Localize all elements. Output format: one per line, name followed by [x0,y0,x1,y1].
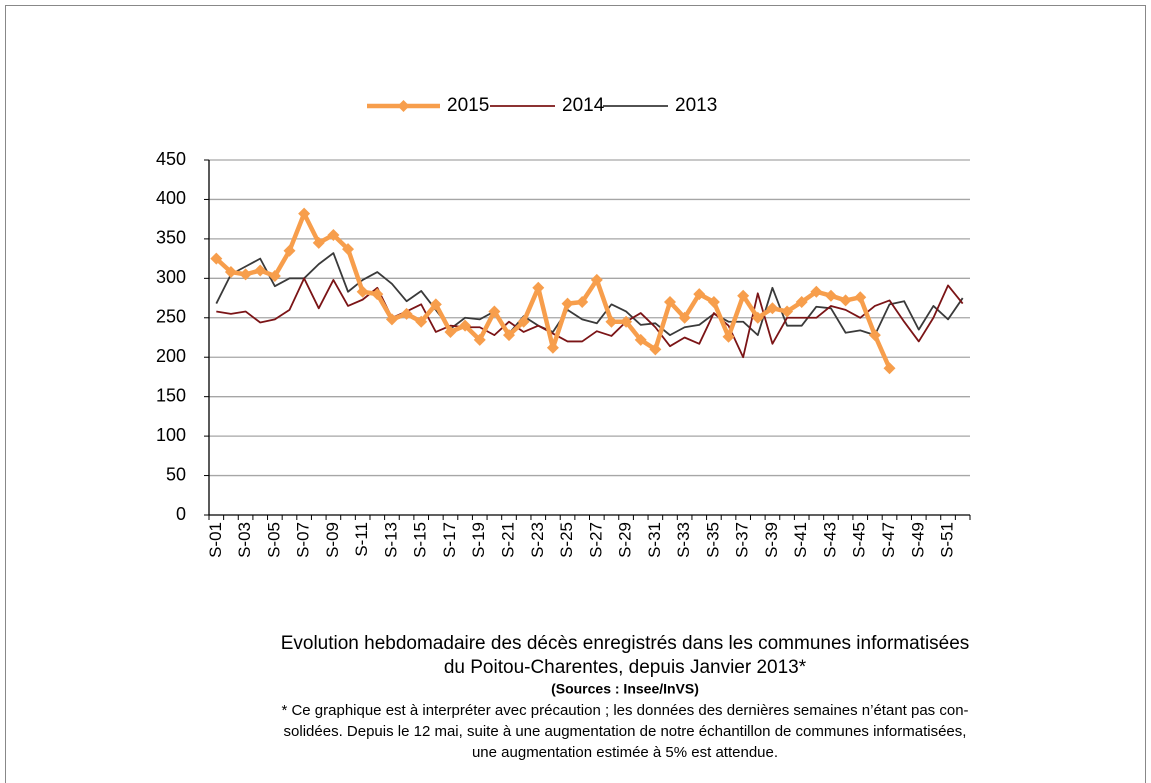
x-tick-label: S-21 [498,522,517,558]
x-tick-label: S-01 [206,522,225,558]
note: une augmentation estimée à 5% est attend… [472,744,778,761]
point-marker [298,207,311,220]
x-tick-label: S-17 [440,522,459,558]
point-marker [634,333,647,346]
series-line [215,252,964,337]
x-tick-label: S-47 [879,522,898,558]
point-marker [737,289,750,302]
point-marker [795,296,808,308]
y-tick-label: 0 [176,504,186,524]
point-marker [576,296,589,308]
point-marker [868,329,881,342]
point-marker [488,305,501,318]
y-tick-label: 350 [156,228,186,248]
legend-label: 2013 [675,95,717,116]
source: (Sources : Insee/InVS) [551,681,699,697]
x-tick-label: S-25 [557,522,576,558]
point-marker [561,297,574,310]
y-tick-label: 50 [166,464,186,484]
x-tick-label: S-05 [264,522,283,558]
y-tick-label: 150 [156,385,186,405]
x-tick-label: S-15 [411,522,430,558]
point-marker [254,264,267,277]
note: * Ce graphique est à interpréter avec pr… [281,702,968,719]
point-marker [239,268,252,281]
y-tick-label: 450 [156,149,186,169]
point-marker [385,313,398,326]
point-marker [649,343,662,356]
y-tick-label: 300 [156,267,186,287]
point-marker [678,311,691,324]
y-tick-label: 200 [156,346,186,366]
note: solidées. Depuis le 12 mai, suite à une … [284,723,967,740]
chart-title: du Poitou-Charentes, depuis Janvier 2013… [444,657,807,678]
x-tick-label: S-33 [674,522,693,558]
x-tick-label: S-45 [850,522,869,558]
point-marker [546,341,559,354]
point-marker [224,266,237,279]
x-tick-label: S-49 [908,522,927,558]
x-tick-label: S-07 [294,522,313,558]
point-marker [473,333,486,346]
x-tick-label: S-35 [703,522,722,558]
point-marker [342,243,355,256]
point-marker [810,285,823,298]
x-tick-label: S-41 [791,522,810,558]
point-marker [663,296,676,308]
point-marker [210,252,223,265]
x-tick-label: S-43 [820,522,839,558]
point-marker [283,244,296,257]
y-tick-label: 100 [156,425,186,445]
point-marker [605,315,618,328]
x-tick-label: S-39 [762,522,781,558]
point-marker [371,288,384,301]
legend-label: 2014 [562,95,605,116]
point-marker [429,298,442,311]
point-marker [459,319,472,332]
x-tick-label: S-19 [469,522,488,558]
point-marker [517,315,530,328]
x-tick-label: S-09 [323,522,342,558]
point-marker [722,330,735,343]
point-marker [415,315,428,328]
point-marker [400,307,413,320]
chart-title: Evolution hebdomadaire des décès enregis… [281,633,970,654]
point-marker [620,315,633,328]
x-tick-label: S-37 [733,522,752,558]
frame [5,5,1146,783]
point-marker [854,291,867,304]
point-marker [444,325,457,338]
point-marker [327,228,340,241]
point-marker [590,273,603,286]
x-tick-label: S-27 [586,522,605,558]
x-tick-label: S-13 [381,522,400,558]
y-tick-label: 250 [156,307,186,327]
y-tick-label: 400 [156,188,186,208]
x-tick-label: S-11 [352,522,371,557]
point-marker [781,305,794,318]
point-marker [532,281,545,294]
point-marker [751,311,764,324]
series-line [216,277,964,359]
point-marker [883,362,896,375]
point-marker [824,289,837,302]
point-marker [693,288,706,301]
point-marker [312,236,325,249]
point-marker [503,329,516,342]
point-marker [707,296,720,308]
legend-marker [397,100,410,112]
point-marker [356,285,369,298]
x-tick-label: S-29 [616,522,635,558]
x-tick-label: S-03 [235,522,254,558]
point-marker [268,269,281,282]
x-tick-label: S-51 [938,522,957,558]
legend-label: 2015 [447,95,489,116]
x-tick-label: S-31 [645,522,664,558]
point-marker [766,302,779,315]
point-marker [839,294,852,307]
x-tick-label: S-23 [528,522,547,558]
